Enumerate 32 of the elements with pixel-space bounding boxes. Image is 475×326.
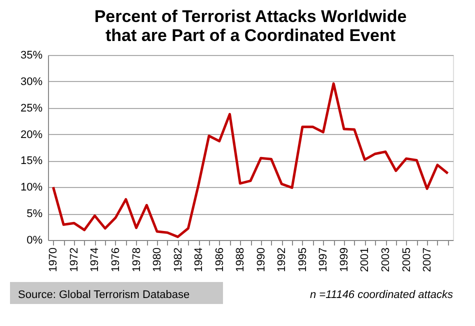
x-tick-label: 1986 (214, 248, 226, 272)
text: n =11146 coordinated attacks (310, 289, 454, 301)
x-tick-label: 1995 (296, 248, 309, 272)
source-note: Source: Global Terrorism Database (18, 289, 190, 301)
line-series (52, 82, 450, 238)
x-tick-label: 1970 (48, 248, 60, 272)
y-tick-label: 25% (20, 102, 43, 114)
x-tick-label: 1999 (338, 248, 350, 272)
y-tick-label: 15% (20, 155, 43, 168)
x-tick-label: 1992 (276, 248, 288, 272)
y-tick-label: 0% (26, 234, 43, 246)
text: Percent of Terrorist Attacks Worldwide (94, 7, 407, 26)
y-tick-label: 30% (20, 76, 43, 88)
x-tick-label: 1972 (68, 248, 80, 272)
x-tick-label: 2003 (380, 248, 392, 272)
y-tick-label: 35% (20, 50, 43, 62)
x-tick-label: 1980 (152, 248, 164, 272)
x-tick-label: 2001 (359, 248, 372, 272)
x-tick-label: 2007 (422, 248, 434, 272)
x-tick-label: 1976 (110, 248, 122, 272)
text: that are Part of a Coordinated Event (106, 26, 396, 45)
y-tick-label: 5% (26, 208, 43, 220)
x-tick-label: 1982 (172, 248, 184, 272)
x-tick-label: 1997 (318, 248, 330, 272)
y-tick-label: 20% (20, 128, 43, 141)
x-tick-label: 1988 (234, 248, 247, 272)
y-tick-label: 10% (20, 182, 43, 194)
x-tick-label: 1978 (130, 248, 143, 272)
x-tick-label: 2005 (400, 248, 413, 272)
x-tick-label: 1990 (255, 248, 268, 272)
x-tick-label: 1974 (89, 248, 102, 272)
x-tick-label: 1984 (193, 248, 206, 272)
